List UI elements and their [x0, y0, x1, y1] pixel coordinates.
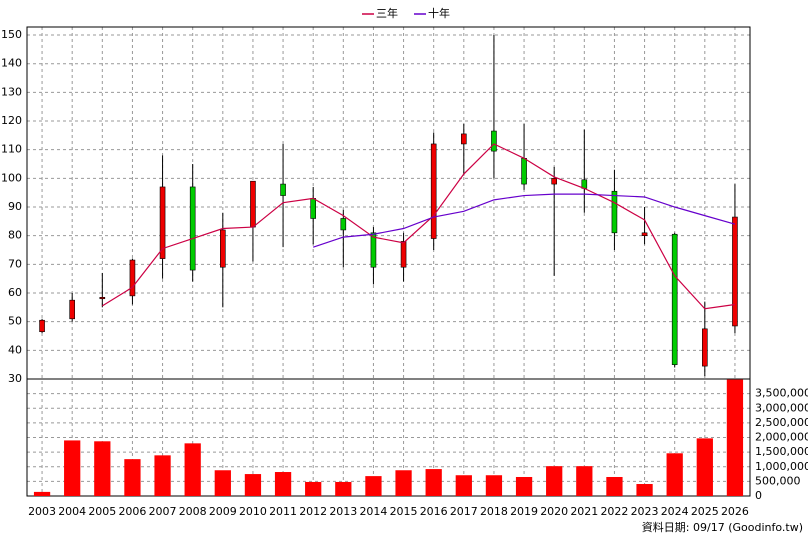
y-tick-label: 140 — [1, 57, 22, 70]
volume-bar — [335, 481, 352, 496]
y2-tick-label: 3,500,000 — [755, 387, 808, 400]
y-tick-label: 110 — [1, 143, 22, 156]
x-tick-label: 2010 — [239, 505, 267, 518]
candle-body — [310, 198, 316, 219]
x-tick-label: 2005 — [88, 505, 116, 518]
x-tick-label: 2008 — [179, 505, 207, 518]
candle-body — [461, 133, 467, 145]
volume-bar — [184, 443, 201, 496]
ma-line — [312, 193, 736, 248]
y2-tick-label: 3,000,000 — [755, 401, 808, 414]
x-tick-label: 2006 — [118, 505, 146, 518]
y-tick-label: 120 — [1, 114, 22, 127]
x-tick-label: 2022 — [600, 505, 628, 518]
y2-tick-label: 2,500,000 — [755, 416, 808, 429]
volume-bar — [515, 476, 533, 496]
candle-body — [99, 297, 106, 300]
candle-body — [551, 178, 557, 185]
y-tick-label: 60 — [8, 286, 22, 299]
candle-body — [430, 143, 437, 239]
x-tick-label: 2015 — [390, 505, 418, 518]
x-tick-label: 2026 — [721, 505, 749, 518]
y2-tick-label: 1,000,000 — [755, 460, 808, 473]
x-tick-label: 2017 — [450, 505, 478, 518]
y2-tick-label: 2,000,000 — [755, 431, 808, 444]
x-tick-label: 2012 — [299, 505, 327, 518]
volume-bar — [546, 466, 563, 496]
y-tick-label: 70 — [8, 257, 22, 270]
x-tick-label: 2018 — [480, 505, 508, 518]
x-tick-label: 2009 — [209, 505, 237, 518]
volume-bar — [64, 440, 81, 496]
volume-bar — [305, 481, 322, 496]
candle-body — [732, 216, 738, 327]
volume-bar — [33, 491, 51, 496]
y2-tick-label: 1,500,000 — [755, 445, 808, 458]
volume-bar — [455, 475, 472, 496]
volume-bar — [696, 438, 713, 496]
candle-body — [611, 190, 618, 234]
y2-tick-label: 0 — [755, 489, 762, 502]
y-tick-label: 150 — [1, 28, 22, 41]
y-tick-label: 100 — [1, 171, 22, 184]
y-tick-label: 50 — [8, 315, 22, 328]
x-tick-label: 2025 — [691, 505, 719, 518]
x-tick-label: 2003 — [28, 505, 56, 518]
legend-label: 三年 — [376, 6, 398, 20]
volume-bar — [636, 484, 653, 496]
x-tick-label: 2021 — [570, 505, 598, 518]
candle-body — [491, 130, 497, 152]
candle-body — [340, 218, 347, 231]
x-tick-label: 2007 — [149, 505, 177, 518]
y-tick-label: 40 — [8, 343, 22, 356]
y-tick-label: 130 — [1, 85, 22, 98]
volume-bar — [726, 379, 744, 496]
footer: 資料日期: 09/17 (Goodinfo.tw) — [642, 520, 803, 534]
x-tick-label: 2016 — [420, 505, 448, 518]
x-tick-label: 2024 — [661, 505, 689, 518]
volume-bar — [485, 475, 503, 496]
x-tick-label: 2023 — [631, 505, 659, 518]
y-tick-label: 80 — [8, 229, 22, 242]
candle-body — [69, 299, 75, 320]
legend-label: 十年 — [428, 6, 450, 20]
volume-bar — [666, 453, 683, 496]
candle-body — [702, 328, 708, 367]
x-tick-label: 2019 — [510, 505, 538, 518]
y-tick-label: 30 — [8, 372, 22, 385]
volume-bar — [606, 476, 623, 496]
x-tick-label: 2020 — [540, 505, 568, 518]
candle-body — [280, 183, 286, 196]
x-tick-label: 2004 — [58, 505, 86, 518]
x-tick-label: 2011 — [269, 505, 297, 518]
y2-tick-label: 500,000 — [755, 474, 801, 487]
y-tick-label: 90 — [8, 200, 22, 213]
candle-body — [370, 232, 377, 268]
plot-frame — [26, 26, 751, 497]
candle-body — [671, 233, 678, 365]
candle-body — [159, 186, 166, 259]
volume-bar — [395, 470, 412, 496]
volume-bar — [425, 469, 442, 496]
volume-bar — [244, 474, 262, 496]
candle-body — [129, 259, 136, 297]
x-tick-label: 2014 — [359, 505, 387, 518]
ma-line — [101, 143, 736, 310]
volume-bar — [124, 459, 141, 496]
volume-bar — [214, 470, 231, 496]
volume-bar — [365, 476, 382, 496]
candle-body — [220, 229, 226, 268]
candle-body — [250, 180, 256, 228]
candle-body — [521, 157, 527, 185]
volume-bar — [274, 472, 292, 496]
volume-bar — [94, 441, 111, 496]
candle-body — [641, 232, 648, 236]
candle-body — [189, 186, 196, 271]
volume-bar — [576, 466, 593, 496]
x-tick-label: 2013 — [329, 505, 357, 518]
candle-body — [39, 319, 45, 333]
volume-bar — [154, 455, 171, 496]
candle-body — [400, 241, 407, 268]
